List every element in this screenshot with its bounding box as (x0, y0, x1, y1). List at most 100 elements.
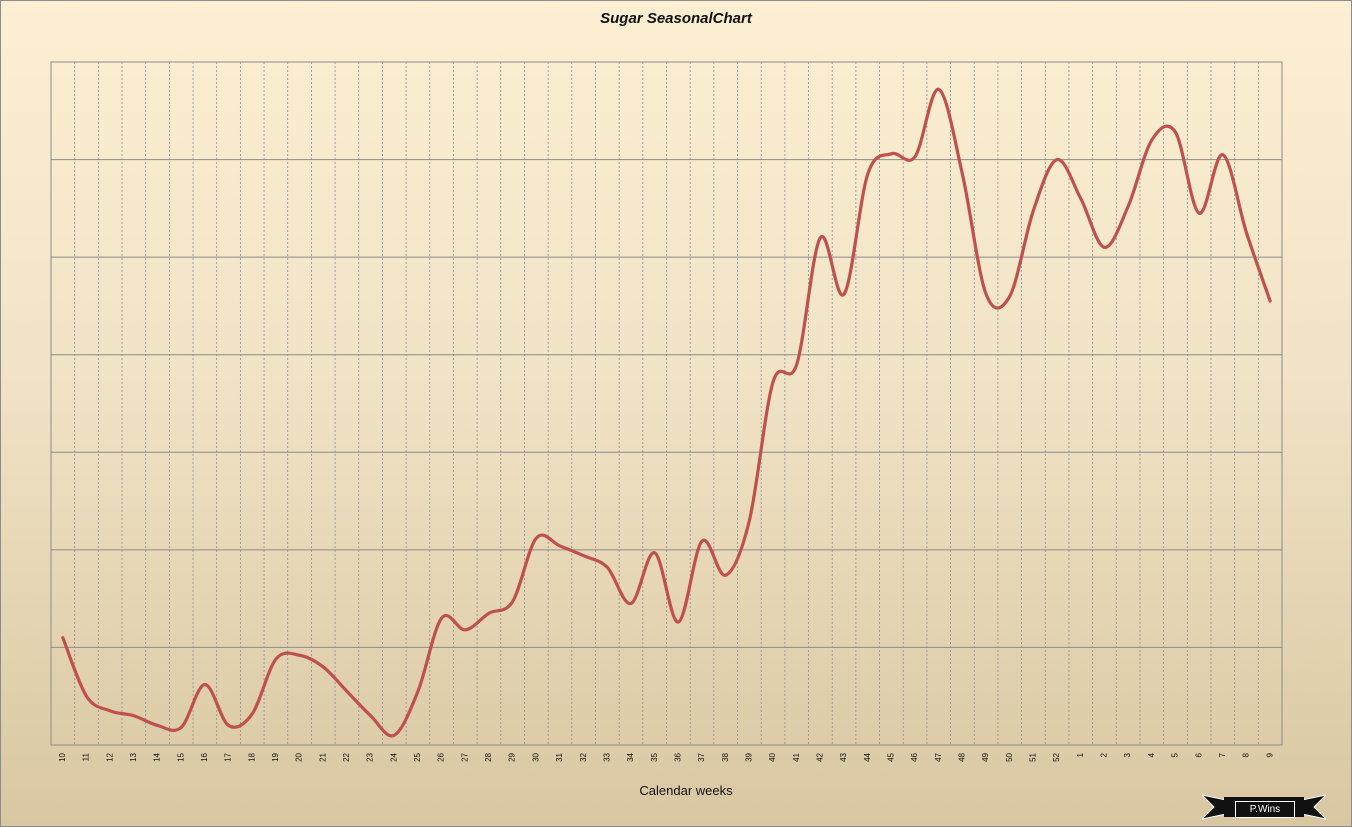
logo-text: P.Wins (1235, 801, 1295, 818)
x-tick-label: 15 (176, 752, 185, 761)
data-point (416, 690, 419, 693)
data-point (1221, 153, 1224, 156)
data-point (866, 173, 869, 176)
data-point (772, 381, 775, 384)
x-tick-label: 52 (1052, 752, 1061, 761)
x-tick-label: 44 (863, 752, 872, 761)
x-tick-label: 18 (247, 752, 256, 761)
data-point (890, 152, 893, 155)
data-point (132, 714, 135, 717)
x-tick-label: 11 (82, 752, 91, 761)
data-point (61, 636, 64, 639)
data-point (1269, 300, 1272, 303)
x-tick-label: 47 (934, 752, 943, 761)
x-tick-label: 42 (815, 752, 824, 761)
x-tick-label: 26 (437, 752, 446, 761)
x-tick-label: 43 (839, 752, 848, 761)
x-tick-label: 2 (1100, 752, 1109, 757)
x-tick-label: 48 (958, 752, 967, 761)
x-tick-label: 36 (673, 752, 682, 761)
data-point (109, 709, 112, 712)
x-tick-label: 14 (153, 752, 162, 761)
x-tick-label: 49 (981, 752, 990, 761)
data-point (180, 726, 183, 729)
x-tick-label: 19 (271, 752, 280, 761)
data-point (322, 665, 325, 668)
x-tick-label: 9 (1265, 752, 1274, 757)
x-tick-label: 32 (579, 752, 588, 761)
data-point (795, 363, 798, 366)
x-tick-label: 37 (697, 752, 706, 761)
x-tick-label: 3 (1123, 752, 1132, 757)
x-tick-label: 4 (1147, 752, 1156, 757)
chart-title: Sugar SeasonalChart (600, 10, 752, 27)
x-axis-label: Calendar weeks (639, 783, 733, 798)
data-point (1198, 212, 1201, 215)
data-point (1150, 139, 1153, 142)
data-point (819, 236, 822, 239)
x-tick-label: 7 (1218, 752, 1227, 757)
data-point (914, 155, 917, 158)
data-point (251, 712, 254, 715)
x-tick-label: 25 (413, 752, 422, 761)
data-point (961, 173, 964, 176)
x-tick-label: 46 (910, 752, 919, 761)
data-point (1079, 197, 1082, 200)
data-point (85, 695, 88, 698)
data-point (227, 724, 230, 727)
data-point (156, 724, 159, 727)
x-tick-label: 34 (626, 752, 635, 761)
x-tick-label: 39 (744, 752, 753, 761)
data-point (1174, 131, 1177, 134)
x-tick-label: 30 (531, 752, 540, 761)
data-point (203, 683, 206, 686)
x-tick-label: 45 (887, 752, 896, 761)
data-point (369, 714, 372, 717)
data-point (464, 628, 467, 631)
x-tick-label: 16 (200, 752, 209, 761)
x-tick-label: 6 (1194, 752, 1203, 757)
data-point (653, 551, 656, 554)
x-tick-label: 17 (224, 752, 233, 761)
x-tick-label: 22 (342, 752, 351, 761)
data-point (1127, 205, 1130, 208)
x-tick-label: 27 (460, 752, 469, 761)
data-point (1008, 295, 1011, 298)
data-point (558, 544, 561, 547)
data-point (724, 574, 727, 577)
data-point (582, 554, 585, 557)
x-tick-label: 40 (768, 752, 777, 761)
data-point (298, 654, 301, 657)
data-point (511, 600, 514, 603)
x-tick-label: 38 (721, 752, 730, 761)
x-tick-label: 21 (318, 752, 327, 761)
x-tick-label: 28 (484, 752, 493, 761)
x-tick-label: 33 (602, 752, 611, 761)
x-tick-label: 41 (792, 752, 801, 761)
data-point (606, 566, 609, 569)
x-tick-label: 10 (58, 752, 67, 761)
data-point (345, 690, 348, 693)
data-point (440, 617, 443, 620)
data-point (393, 734, 396, 737)
x-tick-label: 23 (366, 752, 375, 761)
x-tick-label: 24 (389, 752, 398, 761)
data-point (677, 621, 680, 624)
data-point (1103, 246, 1106, 249)
data-point (1032, 209, 1035, 212)
data-point (629, 602, 632, 605)
x-tick-label: 29 (508, 752, 517, 761)
data-point (1056, 158, 1059, 161)
x-tick-label: 8 (1242, 752, 1251, 757)
data-point (748, 519, 751, 522)
x-tick-label: 20 (295, 752, 304, 761)
data-point (985, 293, 988, 296)
data-point (487, 612, 490, 615)
x-tick-label: 1 (1076, 752, 1085, 757)
data-point (1245, 231, 1248, 234)
series-line (61, 87, 1272, 738)
x-tick-label: 13 (129, 752, 138, 761)
data-point (937, 88, 940, 91)
x-tick-label: 51 (1029, 752, 1038, 761)
x-tick-label: 31 (555, 752, 564, 761)
